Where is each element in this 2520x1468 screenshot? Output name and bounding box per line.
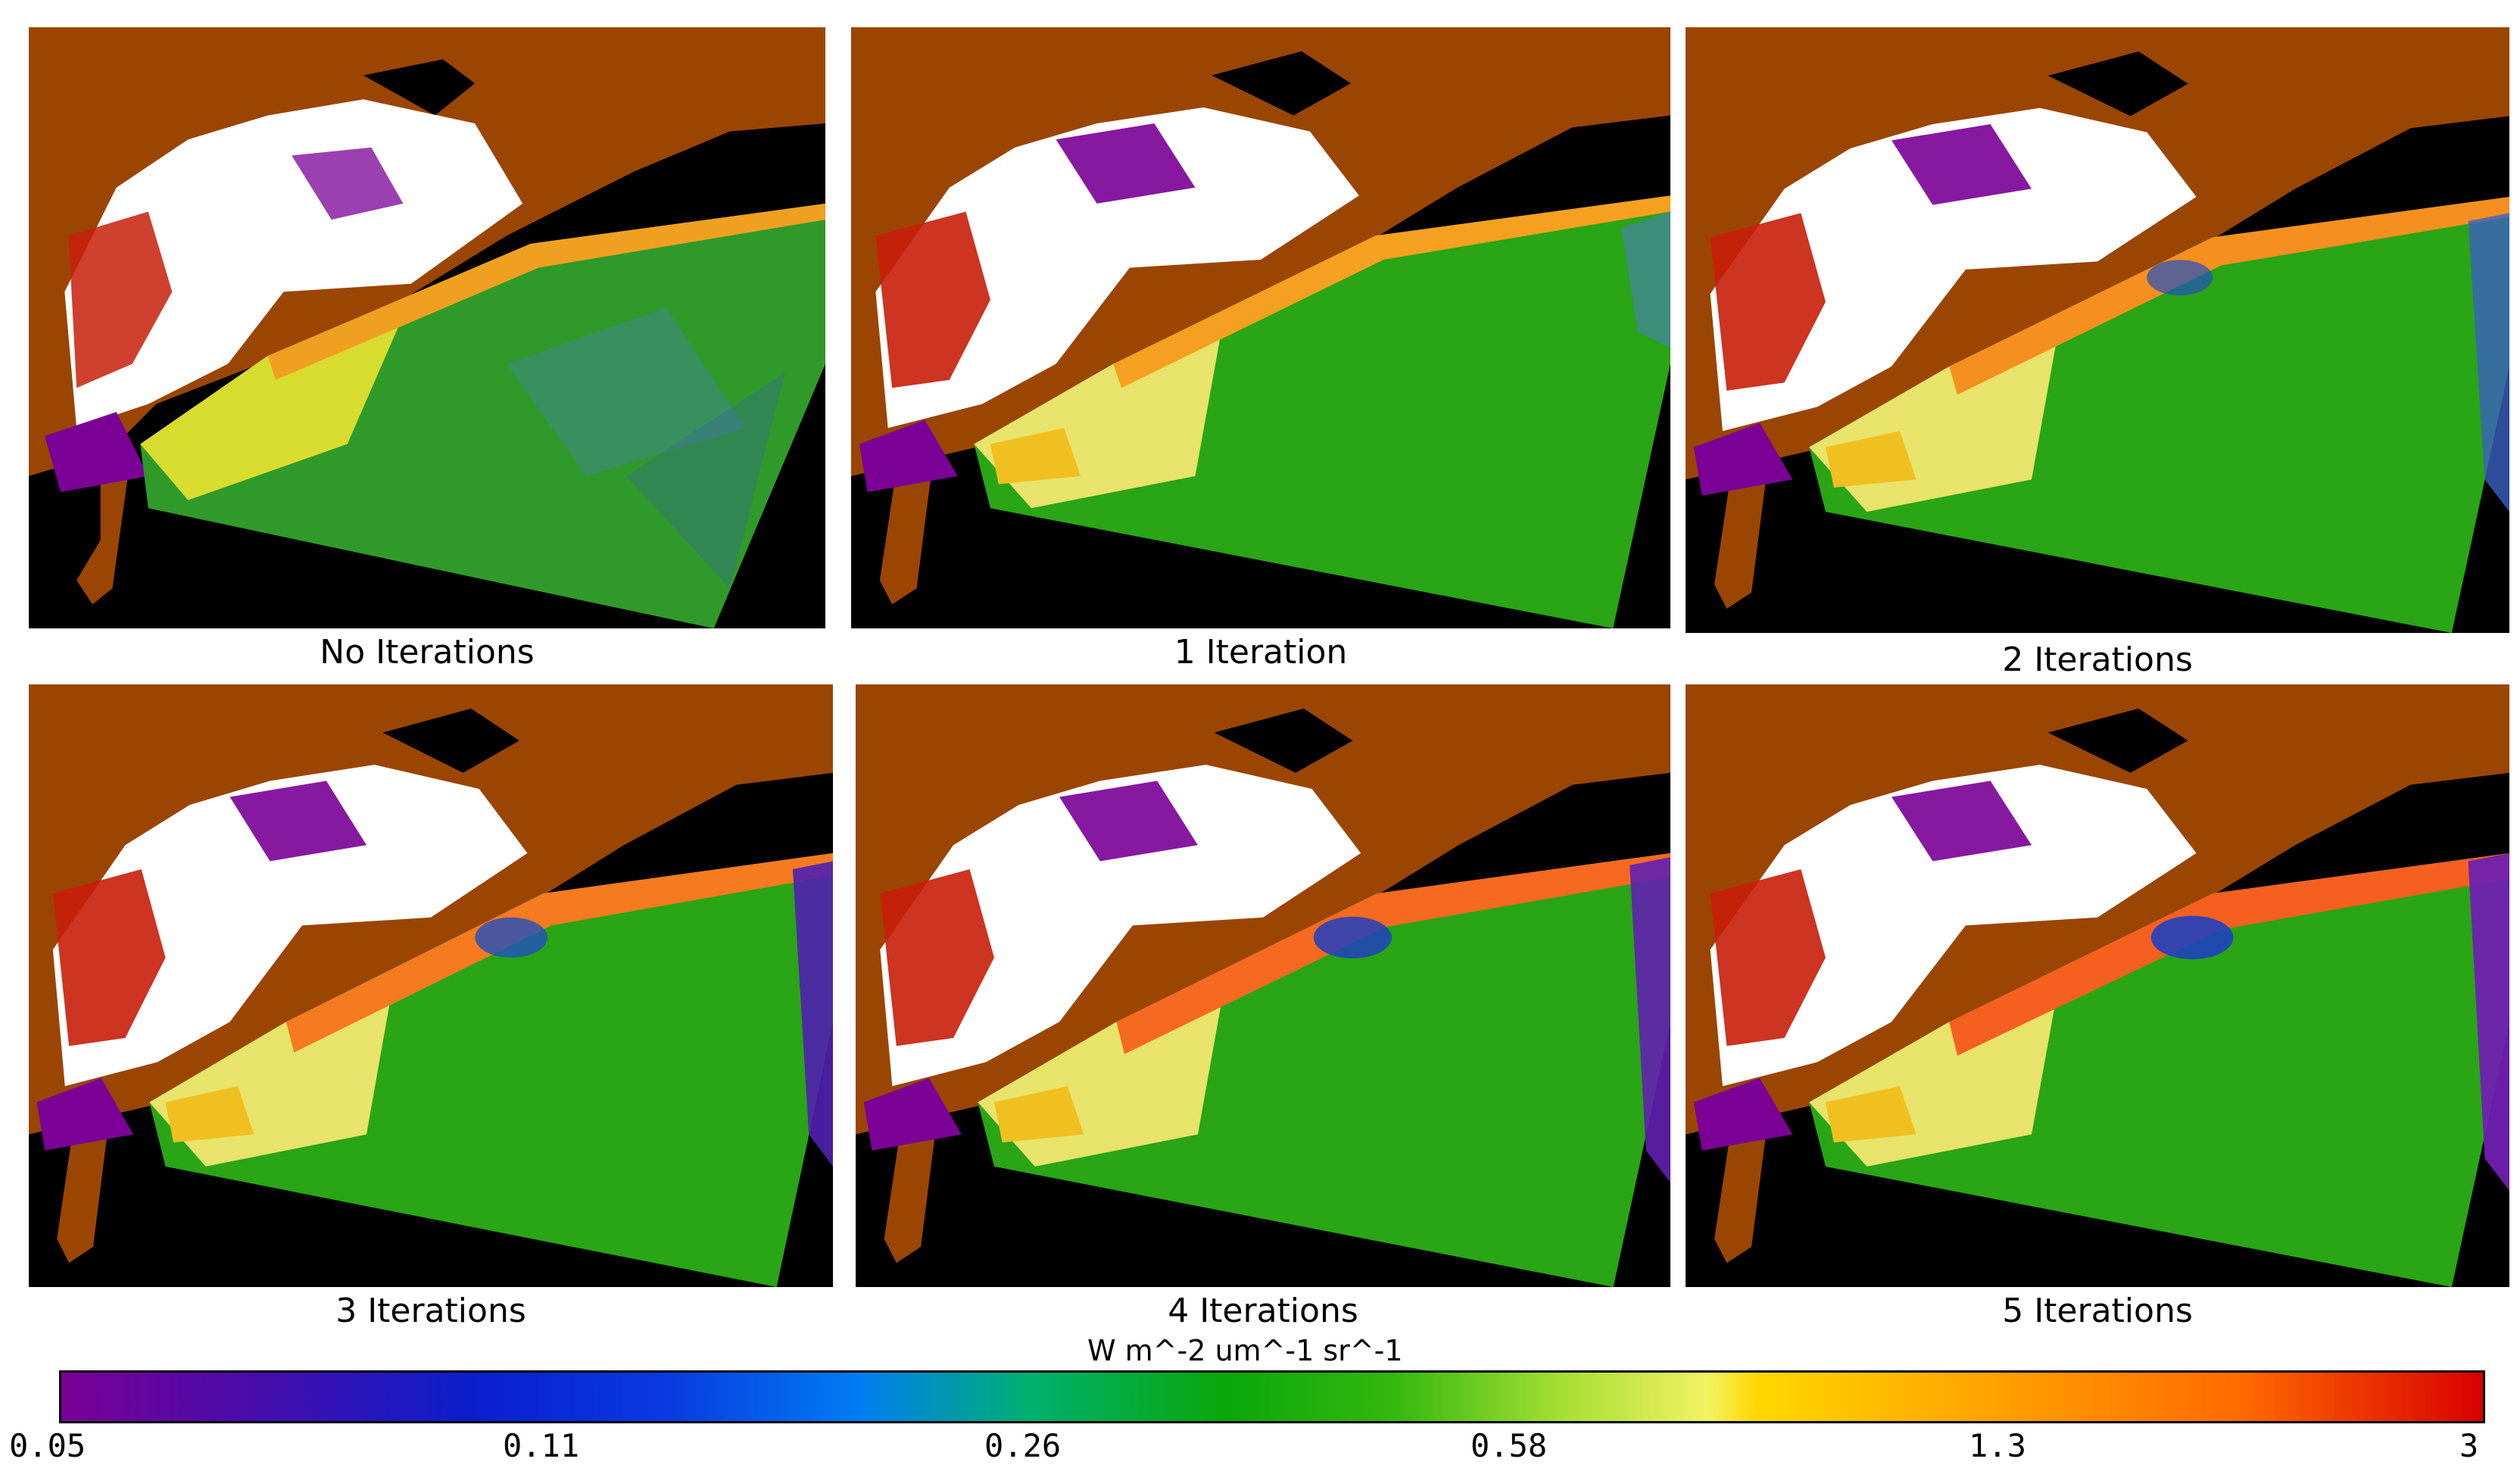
panel-caption-2-iterations: 2 Iterations bbox=[2002, 640, 2193, 679]
colorbar-tick-3: 0.58 bbox=[1471, 1427, 1548, 1464]
radiance-map-iter4 bbox=[856, 684, 1670, 1287]
colorbar-units: W m^-2 um^-1 sr^-1 bbox=[1087, 1334, 1403, 1367]
panel-caption-1-iteration: 1 Iteration bbox=[1174, 633, 1348, 672]
panel-caption-4-iterations: 4 Iterations bbox=[1168, 1292, 1358, 1330]
map-panel-1-iteration bbox=[851, 27, 1670, 628]
radiance-map-iter1 bbox=[851, 27, 1670, 628]
colorbar-tick-0: 0.05 bbox=[9, 1427, 86, 1464]
colorbar-tick-1: 0.11 bbox=[503, 1427, 580, 1464]
map-panel-2-iterations bbox=[1686, 27, 2509, 633]
map-panel-no-iterations bbox=[29, 27, 825, 628]
radiance-map-iter5 bbox=[1686, 684, 2509, 1287]
colorbar-tick-5: 3 bbox=[2459, 1427, 2479, 1464]
radiance-map-noisy bbox=[29, 27, 825, 628]
panel-caption-5-iterations: 5 Iterations bbox=[2002, 1292, 2193, 1330]
radiance-map-iter2 bbox=[1686, 27, 2509, 633]
colorbar-tick-4: 1.3 bbox=[1969, 1427, 2026, 1464]
colorbar bbox=[59, 1370, 2485, 1423]
panel-caption-3-iterations: 3 Iterations bbox=[335, 1292, 526, 1330]
map-panel-3-iterations bbox=[29, 684, 833, 1287]
map-panel-5-iterations bbox=[1686, 684, 2509, 1287]
panel-caption-no-iterations: No Iterations bbox=[320, 633, 535, 672]
map-panel-4-iterations bbox=[856, 684, 1670, 1287]
radiance-map-iter3 bbox=[29, 684, 833, 1287]
colorbar-tick-2: 0.26 bbox=[984, 1427, 1062, 1464]
